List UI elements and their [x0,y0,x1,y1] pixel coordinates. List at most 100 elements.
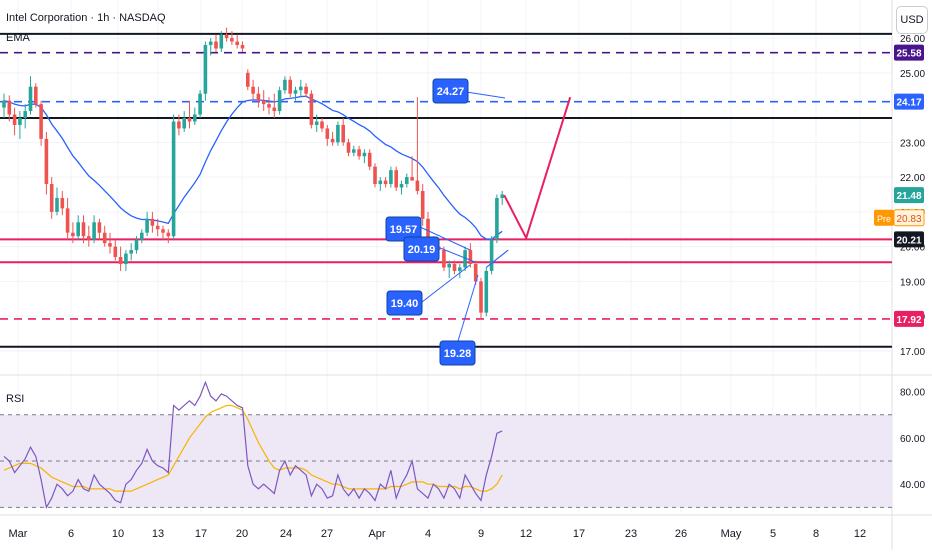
y-tick-label: 22.00 [900,173,925,184]
symbol-title: Intel Corporation · 1h · NASDAQ [6,12,166,24]
candle-body [288,79,292,94]
candle-body [373,166,377,185]
candle-body [71,232,75,237]
rsi-layer [3,380,503,510]
x-tick-label: 17 [573,528,585,540]
candle-body [415,180,420,191]
rsi-tick-label: 60.00 [900,434,925,445]
currency-button[interactable]: USD [896,6,928,34]
level-price-tag-bg [894,231,924,248]
candle-body [399,184,404,188]
x-tick-label: 27 [321,528,333,540]
candle-body [267,104,271,108]
candle-body [352,149,356,153]
pre-price-bg [893,209,925,227]
candle-body [330,138,335,143]
candle-body [23,111,27,119]
candle-body [293,90,298,94]
y-tick-label: 25.00 [900,69,925,80]
candle-body [18,118,22,125]
candle-body [166,232,171,237]
candle-body [177,121,181,129]
y-tick-label: 26.00 [900,34,925,45]
x-tick-label: 6 [68,528,74,540]
level-price-tag-bg [894,93,924,110]
candle-body [468,250,473,264]
candle-body [272,107,277,112]
level-price-tag: 24.17 [896,98,921,109]
candle-body [463,250,467,268]
callout-pointer [419,226,471,251]
candle-body [452,263,457,271]
y-tick-label: 23.00 [900,138,925,149]
price-labels: 25.58 24.17 20.21 17.92 21.48 Pre 20.83 [874,44,925,327]
level-price-tag-bg [894,310,924,327]
candle-body [49,184,54,212]
candle-body [283,79,287,91]
candle-body [150,218,155,226]
pre-price: 20.83 [896,214,921,225]
x-tick-label: 17 [195,528,207,540]
candle-body [362,152,367,157]
candle-body [81,222,86,237]
candle-body [140,232,144,240]
rsi-legend: RSI [6,393,25,405]
candle-body [240,45,245,49]
candle-body [203,45,208,94]
candle-body [224,34,229,39]
x-tick-label: 12 [854,528,866,540]
candle-body [113,246,118,258]
candle-body [39,104,43,139]
candle-body [193,114,197,122]
candle-body [320,121,324,129]
candle-body [129,250,133,254]
candle-body [484,270,489,313]
candle-body [55,197,59,212]
candle-body [118,257,123,264]
candle-body [102,232,107,244]
candle-body [357,149,361,157]
candle-body [65,208,70,233]
y-tick-label: 20.00 [900,243,925,254]
projection-line [503,96,572,241]
candle-body [299,86,303,91]
candle-body [405,177,409,185]
rsi-tick-label: 40.00 [900,480,925,491]
candle-body [420,191,425,219]
candle-body [336,124,340,143]
level-price-tag: 25.58 [896,49,921,60]
candle-body [410,177,414,181]
callout-box [439,340,476,366]
rsi-line [3,380,503,510]
candle-body [256,93,261,101]
level-price-tag: 17.92 [896,315,921,326]
level-price-tag-bg [894,44,924,61]
rsi-tick-label: 80.00 [900,388,925,399]
last-price-tag: 21.48 [896,191,921,202]
x-tick-label: 26 [675,528,687,540]
callout-pointer [439,247,476,263]
candle-body [346,142,351,153]
candle-body [124,253,128,264]
callout-label: 24.27 [437,86,465,98]
candle-body [182,118,186,129]
candle-body [277,90,282,112]
callout-pointer [457,274,479,342]
pre-tag: Pre [877,214,891,224]
candle-body [60,197,65,209]
candle-body [378,180,383,185]
x-tick-label: 13 [152,528,164,540]
callout-label: 19.28 [444,348,472,360]
callout-box [386,290,423,316]
x-tick-label: 9 [478,528,484,540]
callout-pointer [421,264,471,303]
candle-body [44,138,49,185]
x-tick-label: 20 [236,528,248,540]
callout-label: 19.40 [391,298,419,310]
candle-body [161,229,165,233]
candle-body [442,250,446,268]
x-tick-label: 23 [625,528,637,540]
candle-body [28,86,33,112]
candle-body [87,236,91,240]
